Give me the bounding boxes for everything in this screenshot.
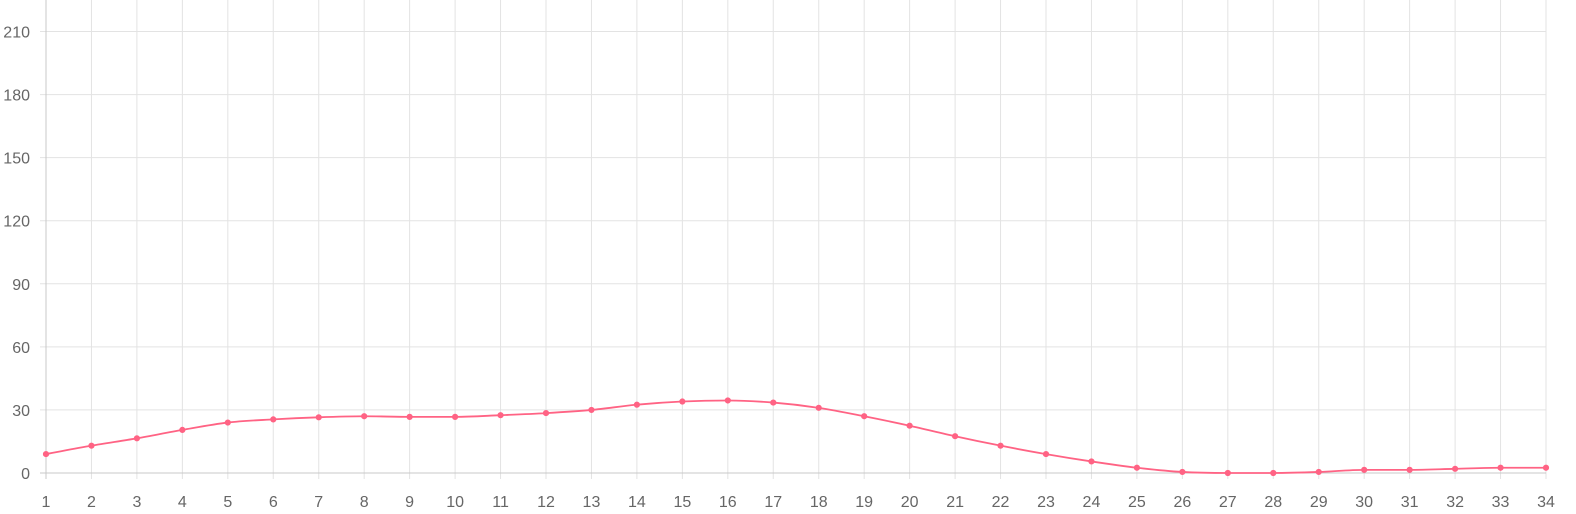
x-tick-label: 10 — [446, 494, 464, 511]
data-point[interactable] — [1406, 466, 1413, 473]
x-tick-label: 6 — [269, 494, 278, 511]
data-point[interactable] — [770, 399, 777, 406]
x-tick-label: 32 — [1446, 494, 1464, 511]
x-tick-label: 9 — [405, 494, 414, 511]
x-tick-label: 29 — [1310, 494, 1328, 511]
data-point[interactable] — [1315, 468, 1322, 476]
y-tick-label: 30 — [12, 403, 30, 420]
data-point[interactable] — [361, 413, 368, 420]
y-tick-label: 150 — [3, 151, 30, 168]
x-tick-label: 21 — [946, 494, 964, 511]
data-point[interactable] — [1451, 465, 1459, 472]
x-tick-label: 8 — [360, 494, 369, 511]
data-point[interactable] — [451, 413, 459, 420]
data-point[interactable] — [224, 419, 231, 426]
y-tick-label: 120 — [3, 214, 30, 231]
x-tick-label: 12 — [537, 494, 555, 511]
y-tick-label: 0 — [21, 466, 30, 483]
data-point[interactable] — [88, 442, 95, 449]
data-point[interactable] — [633, 401, 641, 408]
data-point[interactable] — [497, 412, 504, 419]
data-point[interactable] — [1497, 464, 1504, 471]
x-tick-label: 31 — [1401, 494, 1419, 511]
data-point[interactable] — [724, 397, 731, 404]
x-tick-label: 17 — [764, 494, 782, 511]
data-point[interactable] — [861, 413, 868, 420]
data-point[interactable] — [906, 422, 913, 429]
x-tick-label: 28 — [1264, 494, 1282, 511]
axes — [40, 0, 1546, 479]
x-tick-label: 20 — [901, 494, 919, 511]
x-tick-label: 11 — [492, 494, 509, 511]
grid — [40, 0, 1547, 479]
x-tick-label: 16 — [719, 494, 737, 511]
data-point[interactable] — [315, 414, 322, 421]
x-tick-label: 3 — [132, 494, 141, 511]
x-tick-label: 27 — [1219, 494, 1237, 511]
data-point[interactable] — [815, 404, 822, 411]
data-point[interactable] — [1088, 458, 1095, 465]
x-tick-label: 30 — [1355, 494, 1373, 511]
x-tick-label: 7 — [314, 494, 323, 511]
data-point[interactable] — [270, 416, 277, 423]
data-point[interactable] — [679, 398, 686, 405]
data-point[interactable] — [1361, 466, 1368, 473]
y-tick-label: 210 — [3, 25, 30, 42]
x-tick-label: 5 — [223, 494, 232, 511]
data-point[interactable] — [1224, 469, 1231, 477]
series-line — [45, 399, 1546, 474]
data-point[interactable] — [406, 413, 413, 420]
y-tick-label: 60 — [12, 340, 30, 357]
data-point[interactable] — [951, 433, 959, 440]
data-point[interactable] — [1179, 468, 1186, 476]
x-tick-label: 33 — [1492, 494, 1510, 511]
x-tick-label: 19 — [855, 494, 873, 511]
data-point[interactable] — [588, 406, 595, 414]
y-tick-label: 90 — [12, 277, 30, 294]
data-point[interactable] — [1133, 464, 1141, 471]
x-tick-label: 13 — [583, 494, 601, 511]
data-point[interactable] — [179, 426, 186, 434]
x-tick-label: 34 — [1537, 494, 1555, 511]
x-tick-label: 22 — [992, 494, 1010, 511]
y-tick-label: 180 — [3, 88, 30, 105]
data-point[interactable] — [997, 442, 1004, 449]
data-point[interactable] — [1042, 450, 1050, 458]
series-layer — [42, 397, 1550, 477]
data-point[interactable] — [542, 409, 550, 417]
data-point[interactable] — [133, 435, 141, 442]
data-point[interactable] — [1270, 469, 1277, 477]
x-tick-label: 25 — [1128, 494, 1146, 511]
x-tick-label: 24 — [1083, 494, 1101, 511]
x-tick-label: 15 — [673, 494, 691, 511]
x-tick-label: 2 — [87, 494, 96, 511]
x-tick-label: 26 — [1173, 494, 1191, 511]
x-tick-label: 14 — [628, 494, 646, 511]
x-tick-label: 18 — [810, 494, 828, 511]
x-tick-label: 23 — [1037, 494, 1055, 511]
data-point[interactable] — [1542, 464, 1550, 471]
data-point[interactable] — [42, 450, 50, 458]
x-tick-label: 1 — [42, 494, 51, 511]
tick-labels: 1 2 3 4 5 6 7 8 9 10 11 12 13 14 15 16 17 18 19 20 21 22 23 24 2… — [3, 25, 1555, 511]
x-tick-label: 4 — [178, 494, 187, 511]
